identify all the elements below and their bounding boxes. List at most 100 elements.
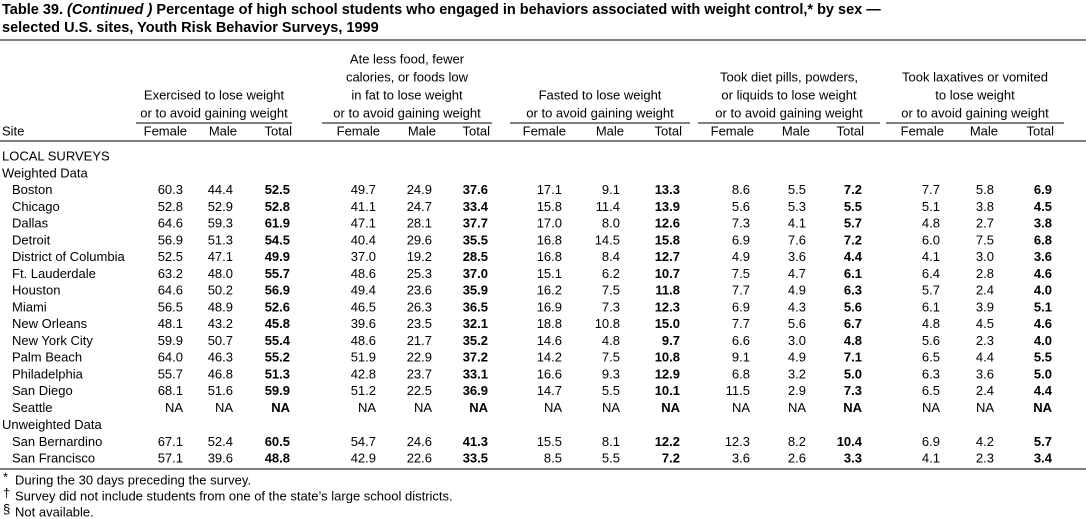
total-cell: NA [843, 400, 862, 415]
group-header: Exercised to lose weight [144, 87, 285, 102]
cell: 51.3 [208, 232, 233, 247]
cell: 3.6 [976, 366, 994, 381]
column-header: Female [711, 123, 754, 138]
total-cell: 37.6 [463, 182, 488, 197]
cell: 39.6 [208, 451, 233, 466]
total-cell: 15.0 [655, 316, 680, 331]
column-header: Total [265, 123, 293, 138]
cell: 3.0 [788, 333, 806, 348]
cell: 28.1 [407, 216, 432, 231]
column-header: Male [596, 123, 624, 138]
total-cell: 10.8 [655, 350, 680, 365]
cell: 46.5 [351, 299, 376, 314]
group-header: or to avoid gaining weight [140, 105, 288, 120]
group-header: calories, or foods low [346, 69, 469, 84]
cell: 11.4 [596, 199, 620, 214]
cell: 4.2 [976, 434, 994, 449]
total-cell: 12.6 [655, 216, 680, 231]
total-cell: 48.8 [265, 451, 290, 466]
total-cell: 5.1 [1034, 299, 1052, 314]
total-cell: 6.3 [844, 283, 862, 298]
total-cell: 37.0 [463, 266, 488, 281]
cell: 51.6 [208, 383, 233, 398]
total-cell: 55.2 [265, 350, 290, 365]
cell: 7.3 [732, 216, 750, 231]
cell: 67.1 [158, 434, 183, 449]
cell: 2.4 [976, 383, 994, 398]
cell: 7.5 [976, 232, 994, 247]
cell: 16.2 [537, 283, 562, 298]
cell: 5.6 [788, 316, 806, 331]
cell: 5.8 [976, 182, 994, 197]
total-cell: 54.5 [265, 232, 290, 247]
column-header: Female [523, 123, 566, 138]
total-cell: 45.8 [265, 316, 290, 331]
cell: 4.4 [976, 350, 994, 365]
cell: NA [788, 400, 806, 415]
total-cell: 12.7 [655, 249, 680, 264]
total-cell: 4.4 [844, 249, 863, 264]
total-cell: 55.7 [265, 266, 290, 281]
site-name: San Bernardino [12, 434, 102, 449]
cell: 24.7 [407, 199, 432, 214]
cell: 54.7 [351, 434, 376, 449]
cell: 6.3 [922, 366, 940, 381]
cell: 18.8 [537, 316, 562, 331]
cell: 52.4 [208, 434, 233, 449]
cell: 4.9 [788, 350, 806, 365]
cell: 4.7 [788, 266, 806, 281]
cell: NA [215, 400, 233, 415]
total-cell: 5.6 [844, 299, 862, 314]
section-label: Unweighted Data [2, 417, 102, 432]
table-number: Table 39. [2, 2, 63, 18]
total-cell: 10.7 [655, 266, 680, 281]
cell: 7.5 [602, 283, 620, 298]
cell: 15.5 [537, 434, 562, 449]
cell: 4.8 [922, 316, 940, 331]
cell: NA [358, 400, 376, 415]
total-cell: 52.6 [265, 299, 290, 314]
cell: 5.5 [602, 451, 620, 466]
total-cell: 7.1 [844, 350, 862, 365]
total-cell: 10.1 [655, 383, 680, 398]
site-name: Seattle [12, 400, 52, 415]
cell: 5.1 [922, 199, 940, 214]
total-cell: 33.5 [463, 451, 488, 466]
cell: 3.9 [976, 299, 994, 314]
total-cell: 36.5 [463, 299, 488, 314]
cell: 48.9 [208, 299, 233, 314]
footnote-text: Survey did not include students from one… [15, 488, 453, 503]
column-header: Male [970, 123, 998, 138]
cell: 14.5 [595, 232, 620, 247]
cell: 4.1 [922, 451, 940, 466]
cell: 47.1 [351, 216, 376, 231]
cell: 52.5 [158, 249, 183, 264]
cell: 22.5 [407, 383, 432, 398]
cell: 6.9 [922, 434, 940, 449]
section-label: Weighted Data [2, 165, 89, 180]
cell: 52.9 [208, 199, 233, 214]
total-cell: 5.0 [844, 366, 862, 381]
cell: NA [165, 400, 183, 415]
site-name: Miami [12, 299, 47, 314]
total-cell: 6.1 [844, 266, 862, 281]
cell: 19.2 [407, 249, 432, 264]
cell: 50.2 [208, 283, 233, 298]
cell: 4.3 [788, 299, 806, 314]
cell: 2.3 [976, 451, 994, 466]
cell: 4.9 [732, 249, 750, 264]
site-name: San Francisco [12, 451, 95, 466]
cell: 4.1 [788, 216, 806, 231]
cell: 8.2 [788, 434, 806, 449]
cell: NA [544, 400, 562, 415]
cell: 23.5 [407, 316, 432, 331]
total-cell: 4.8 [844, 333, 862, 348]
cell: 5.6 [732, 199, 750, 214]
cell: NA [732, 400, 750, 415]
group-header: or to avoid gaining weight [333, 105, 481, 120]
cell: 4.9 [788, 283, 806, 298]
cell: 46.3 [208, 350, 233, 365]
cell: 41.1 [351, 199, 376, 214]
total-cell: 5.7 [1034, 434, 1052, 449]
